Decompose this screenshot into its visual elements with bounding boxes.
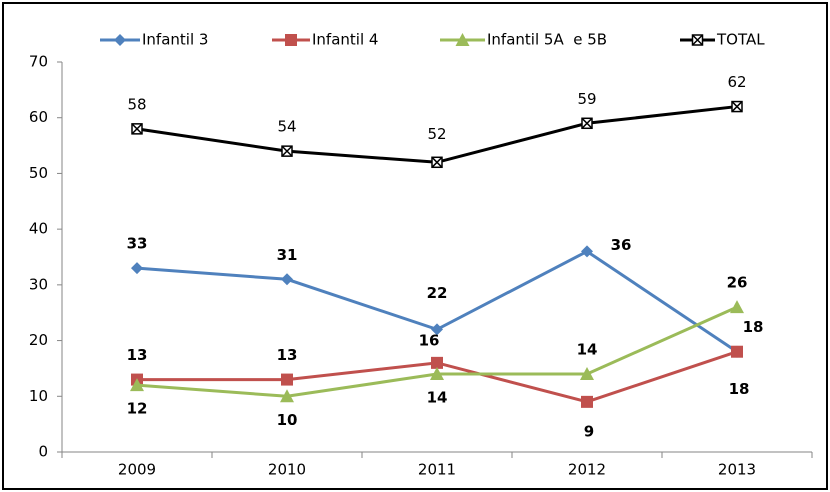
x-tick-label: 2012	[568, 461, 606, 479]
y-tick-label: 60	[29, 108, 48, 126]
data-label: 31	[277, 246, 298, 264]
data-label: 12	[127, 400, 148, 418]
data-label: 36	[611, 236, 632, 254]
marker-part	[131, 123, 143, 135]
legend-label: Infantil 3	[142, 31, 208, 49]
data-label: 13	[127, 346, 148, 364]
data-label: 22	[427, 284, 448, 302]
data-label: 54	[277, 118, 296, 136]
data-label: 59	[577, 90, 596, 108]
x-tick-label: 2013	[718, 461, 756, 479]
marker-part	[431, 156, 443, 168]
marker	[455, 33, 470, 46]
marker	[731, 345, 743, 358]
marker	[280, 389, 294, 403]
legend-label: Infantil 5A e 5B	[487, 31, 607, 49]
data-label: 58	[127, 95, 146, 113]
y-tick-label: 0	[38, 443, 48, 461]
data-label: 18	[743, 318, 764, 336]
y-tick-label: 20	[29, 331, 48, 349]
marker	[285, 34, 297, 46]
marker-part	[731, 101, 743, 113]
y-tick-label: 70	[29, 53, 48, 71]
legend-label: TOTAL	[716, 31, 765, 49]
data-label: 10	[277, 411, 298, 429]
y-tick-label: 30	[29, 275, 48, 293]
marker	[730, 300, 744, 314]
data-label: 13	[277, 346, 298, 364]
data-label: 14	[427, 389, 448, 407]
marker	[581, 245, 593, 258]
marker	[131, 262, 143, 275]
data-label: 16	[419, 331, 440, 349]
marker	[431, 356, 443, 369]
data-label: 14	[577, 341, 598, 359]
x-tick-label: 2010	[268, 461, 306, 479]
marker	[430, 367, 444, 380]
data-label: 18	[729, 380, 750, 398]
marker	[691, 34, 704, 46]
marker	[431, 156, 443, 169]
marker	[431, 323, 443, 336]
data-label: 9	[584, 422, 594, 440]
marker	[130, 378, 144, 392]
marker	[731, 100, 743, 113]
y-tick-label: 10	[29, 387, 48, 405]
marker	[281, 373, 293, 386]
marker	[581, 117, 593, 130]
data-label: 33	[127, 235, 148, 253]
data-label: 62	[727, 73, 746, 91]
x-tick-label: 2011	[418, 461, 456, 479]
marker-part	[691, 34, 704, 46]
legend-label: Infantil 4	[312, 31, 378, 49]
marker-part	[581, 117, 593, 129]
data-label: 26	[727, 274, 748, 292]
marker-part	[281, 145, 293, 157]
marker	[281, 273, 293, 286]
marker	[281, 145, 293, 157]
marker	[580, 367, 594, 380]
y-tick-label: 50	[29, 164, 48, 182]
y-tick-label: 40	[29, 220, 48, 238]
data-label: 52	[427, 125, 446, 143]
marker	[131, 123, 143, 135]
marker	[114, 34, 126, 46]
x-tick-label: 2009	[118, 461, 156, 479]
marker	[581, 395, 593, 408]
